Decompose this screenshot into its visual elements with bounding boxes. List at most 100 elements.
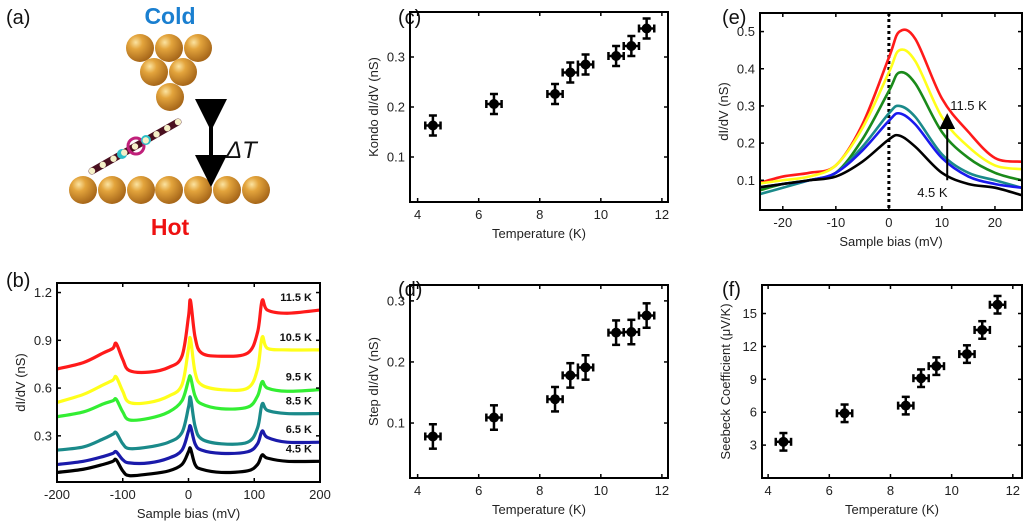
y-tick-label: 0.1: [737, 173, 755, 188]
y-axis-label: Kondo dI/dV (nS): [366, 57, 381, 157]
data-point: [546, 82, 564, 106]
data-point: [424, 423, 442, 450]
hydrogen-atom: [121, 149, 128, 156]
series-label: 8.5 K: [286, 396, 312, 408]
series-line-0: [760, 28, 1022, 185]
hydrogen-atom: [174, 118, 182, 126]
data-point: [622, 318, 641, 346]
y-tick-label: 0.9: [34, 333, 52, 348]
y-axis-label: dI/dV (nS): [716, 82, 731, 141]
panel-label-b: (b): [6, 270, 30, 292]
y-tick-label: 0.1: [387, 416, 405, 431]
panel-a-schematic: (a) Cold Hot ΔT: [6, 3, 270, 240]
gold-atom: [140, 58, 168, 86]
marker: [931, 361, 942, 372]
marker: [580, 362, 591, 373]
x-tick-label: 12: [1006, 483, 1020, 498]
marker: [626, 41, 637, 51]
gold-atom: [242, 176, 270, 204]
gold-atom: [98, 176, 126, 204]
gold-atom: [69, 176, 97, 204]
marker: [488, 99, 499, 109]
marker: [992, 299, 1003, 310]
series-line-3: [57, 395, 320, 452]
y-axis-label: Step dI/dV (nS): [366, 337, 381, 426]
marker: [641, 23, 652, 34]
y-axis-label: Seebeck Coefficient (μV/K): [718, 303, 733, 459]
panel-label-e: (e): [722, 7, 746, 29]
y-tick-label: 0.2: [737, 136, 755, 151]
marker: [916, 373, 927, 384]
series-label: 10.5 K: [280, 332, 312, 344]
y-tick-label: 9: [750, 372, 757, 387]
x-tick-label: 0: [885, 215, 892, 230]
y-tick-label: 0.6: [34, 381, 52, 396]
marker: [611, 327, 622, 338]
y-tick-label: 15: [743, 306, 757, 321]
hydrogen-atom: [88, 167, 96, 175]
panel-b-chart: (b) 11.5 K 10.5 K 9.5 K 8.5 K 6.5 K 4.5 K -200 -…: [6, 270, 331, 521]
marker: [580, 59, 591, 70]
data-point: [576, 53, 595, 76]
panel-f-chart: (f) 4 6 8 10 12 3 6 9 12 15 Temperature (K) Seebeck …: [718, 279, 1023, 517]
y-tick-label: 0.4: [737, 61, 755, 76]
marker: [900, 400, 911, 411]
x-tick-label: 200: [309, 487, 331, 502]
y-tick-label: 0.5: [737, 24, 755, 39]
marker: [565, 370, 576, 381]
x-tick-label: 20: [988, 215, 1002, 230]
x-tick-label: 10: [935, 215, 949, 230]
series-line-4: [57, 423, 320, 467]
marker: [839, 408, 850, 419]
annotation-high: 11.5 K: [950, 98, 987, 113]
molecule: [88, 118, 182, 175]
gold-atom: [184, 34, 212, 62]
y-tick-label: 0.2: [387, 354, 405, 369]
data-point: [896, 395, 915, 416]
marker: [550, 394, 561, 405]
x-axis-label: Temperature (K): [492, 502, 586, 517]
annotation-low: 4.5 K: [917, 185, 948, 200]
data-point: [485, 404, 503, 431]
hydrogen-atom: [99, 161, 106, 169]
x-tick-label: 12: [655, 207, 669, 222]
marker: [550, 89, 561, 99]
series-label: 11.5 K: [280, 292, 312, 304]
data-point: [637, 17, 656, 40]
panel-label-a: (a): [6, 7, 30, 29]
gold-atom: [169, 58, 197, 86]
series-line-5: [760, 133, 1022, 197]
y-tick-label: 0.3: [737, 98, 755, 113]
x-tick-label: 100: [243, 487, 265, 502]
x-tick-label: 10: [944, 483, 958, 498]
x-tick-label: 10: [594, 207, 608, 222]
data-point: [546, 385, 564, 413]
series-label: 9.5 K: [286, 372, 312, 384]
data-point: [561, 61, 580, 84]
series-line-1: [57, 334, 320, 406]
x-tick-label: 0: [185, 487, 192, 502]
x-tick-label: 12: [655, 483, 669, 498]
plot-area: [774, 294, 1007, 452]
hot-label: Hot: [151, 214, 190, 240]
series-line-0: [57, 298, 320, 375]
marker: [488, 412, 499, 423]
gold-atom: [127, 176, 155, 204]
cold-label: Cold: [144, 3, 195, 29]
y-tick-label: 6: [750, 405, 757, 420]
charts: (b)11.5 K10.5 K9.5 K8.5 K6.5 K4.5 K-200-…: [6, 7, 1023, 521]
series-line-2: [57, 374, 320, 422]
y-axis-label: dI/dV (nS): [13, 353, 28, 412]
delta-t-label: ΔT: [225, 137, 259, 164]
x-tick-label: 8: [536, 483, 543, 498]
data-point: [973, 319, 992, 340]
series-line-5: [57, 446, 320, 478]
series-line-1: [760, 48, 1022, 185]
data-point: [485, 92, 503, 116]
gold-atom: [156, 83, 184, 111]
y-tick-label: 12: [743, 339, 757, 354]
panel-e-chart: (e) 11.5 K 4.5 K -20 -10 0 10 20 0.1 0.2 0.3 0.4 0.5…: [716, 7, 1023, 249]
marker: [641, 310, 652, 321]
y-tick-label: 0.3: [34, 428, 52, 443]
